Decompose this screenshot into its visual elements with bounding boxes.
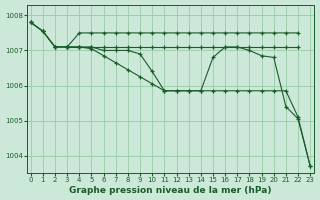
X-axis label: Graphe pression niveau de la mer (hPa): Graphe pression niveau de la mer (hPa) bbox=[69, 186, 272, 195]
